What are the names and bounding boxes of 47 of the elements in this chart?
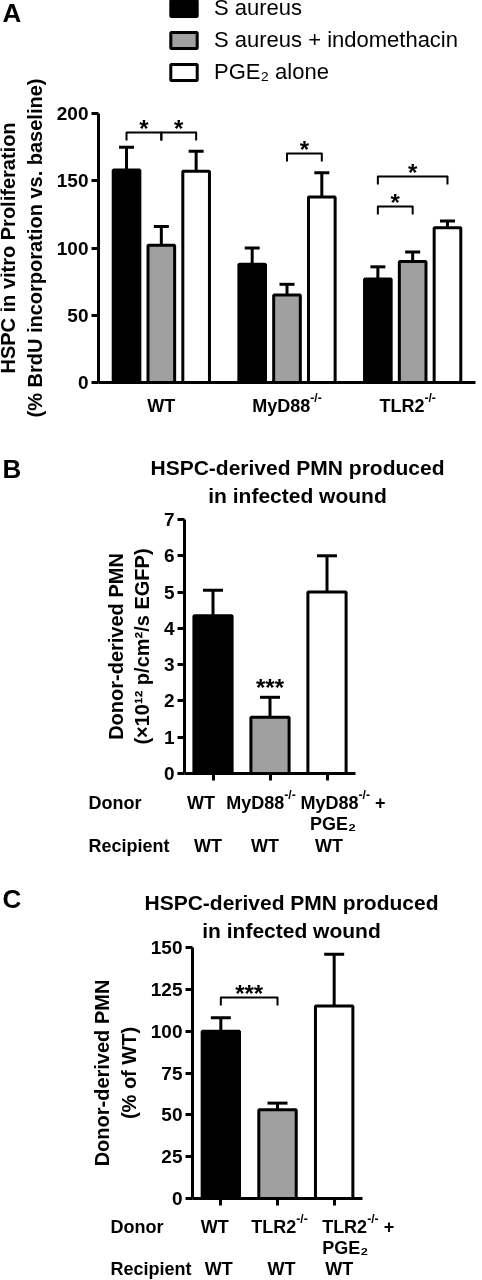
y-tick-label: 200 (56, 103, 89, 124)
y-tick-label: 50 (67, 304, 89, 326)
annotation: *** (235, 980, 264, 1007)
legend-label: S aureus + indomethacin (214, 27, 458, 53)
y-tick-label: 2 (163, 690, 175, 712)
text: C (2, 883, 22, 914)
y-tick-label: 0 (171, 1188, 183, 1209)
category-label: WT WT (187, 792, 222, 856)
annotation: *** (256, 674, 285, 701)
y-tick-label: 1 (163, 726, 175, 748)
text: B (2, 453, 22, 484)
legend-label: S aureus (214, 0, 303, 21)
y-tick-label: 0 (77, 372, 89, 393)
annotation: * (408, 159, 418, 186)
y-tick-label: 100 (150, 1020, 183, 1042)
x-tick-label: TLR2-/- + PGE₂ WT (322, 1211, 395, 1279)
y-tick-label: 150 (56, 170, 89, 192)
text: Donor Recipient (88, 792, 170, 856)
category-label: TLR2-/- WT (251, 1211, 308, 1279)
y-axis-title: HSPC in vitro Proliferation (% BrdU incorporation vs. baseline) (0, 78, 46, 418)
y-tick-label: 4 (163, 617, 175, 639)
annotation: * (174, 115, 185, 142)
y-tick-label: 125 (150, 978, 183, 1000)
y-tick-label: 5 (163, 581, 175, 603)
text: A (2, 0, 22, 28)
y-tick-label: 6 (163, 545, 175, 567)
annotation: * (299, 136, 310, 163)
category-label: WT WT (200, 1216, 233, 1279)
category-label: MyD88-/- WT (226, 787, 296, 856)
y-tick-label: 25 (161, 1146, 183, 1168)
annotation: * (390, 189, 401, 216)
y-tick-label: 7 (163, 509, 175, 530)
x-tick-label: MyD88-/- (252, 390, 322, 416)
y-tick-label: 50 (161, 1104, 183, 1126)
y-tick-label: 75 (161, 1062, 183, 1084)
text: Donor Recipient (110, 1216, 192, 1279)
y-tick-label: 3 (163, 654, 175, 676)
x-tick-label: TLR2-/- (379, 390, 436, 416)
x-tick-label: MyD88-/- + PGE₂ WT (300, 787, 386, 856)
annotation: * (139, 115, 150, 142)
y-axis-title: Donor-derived PMN (×10¹² p/cm²/s EGFP) (104, 548, 153, 745)
legend-label: PGE₂ alone (214, 59, 329, 85)
x-tick-label: WT (147, 395, 176, 416)
chart-title: HSPC-derived PMN produced in infected wound (150, 456, 445, 507)
y-axis-title: Donor-derived PMN (% of WT) (91, 979, 140, 1167)
y-tick-label: 100 (56, 237, 89, 259)
y-tick-label: 0 (163, 763, 175, 784)
